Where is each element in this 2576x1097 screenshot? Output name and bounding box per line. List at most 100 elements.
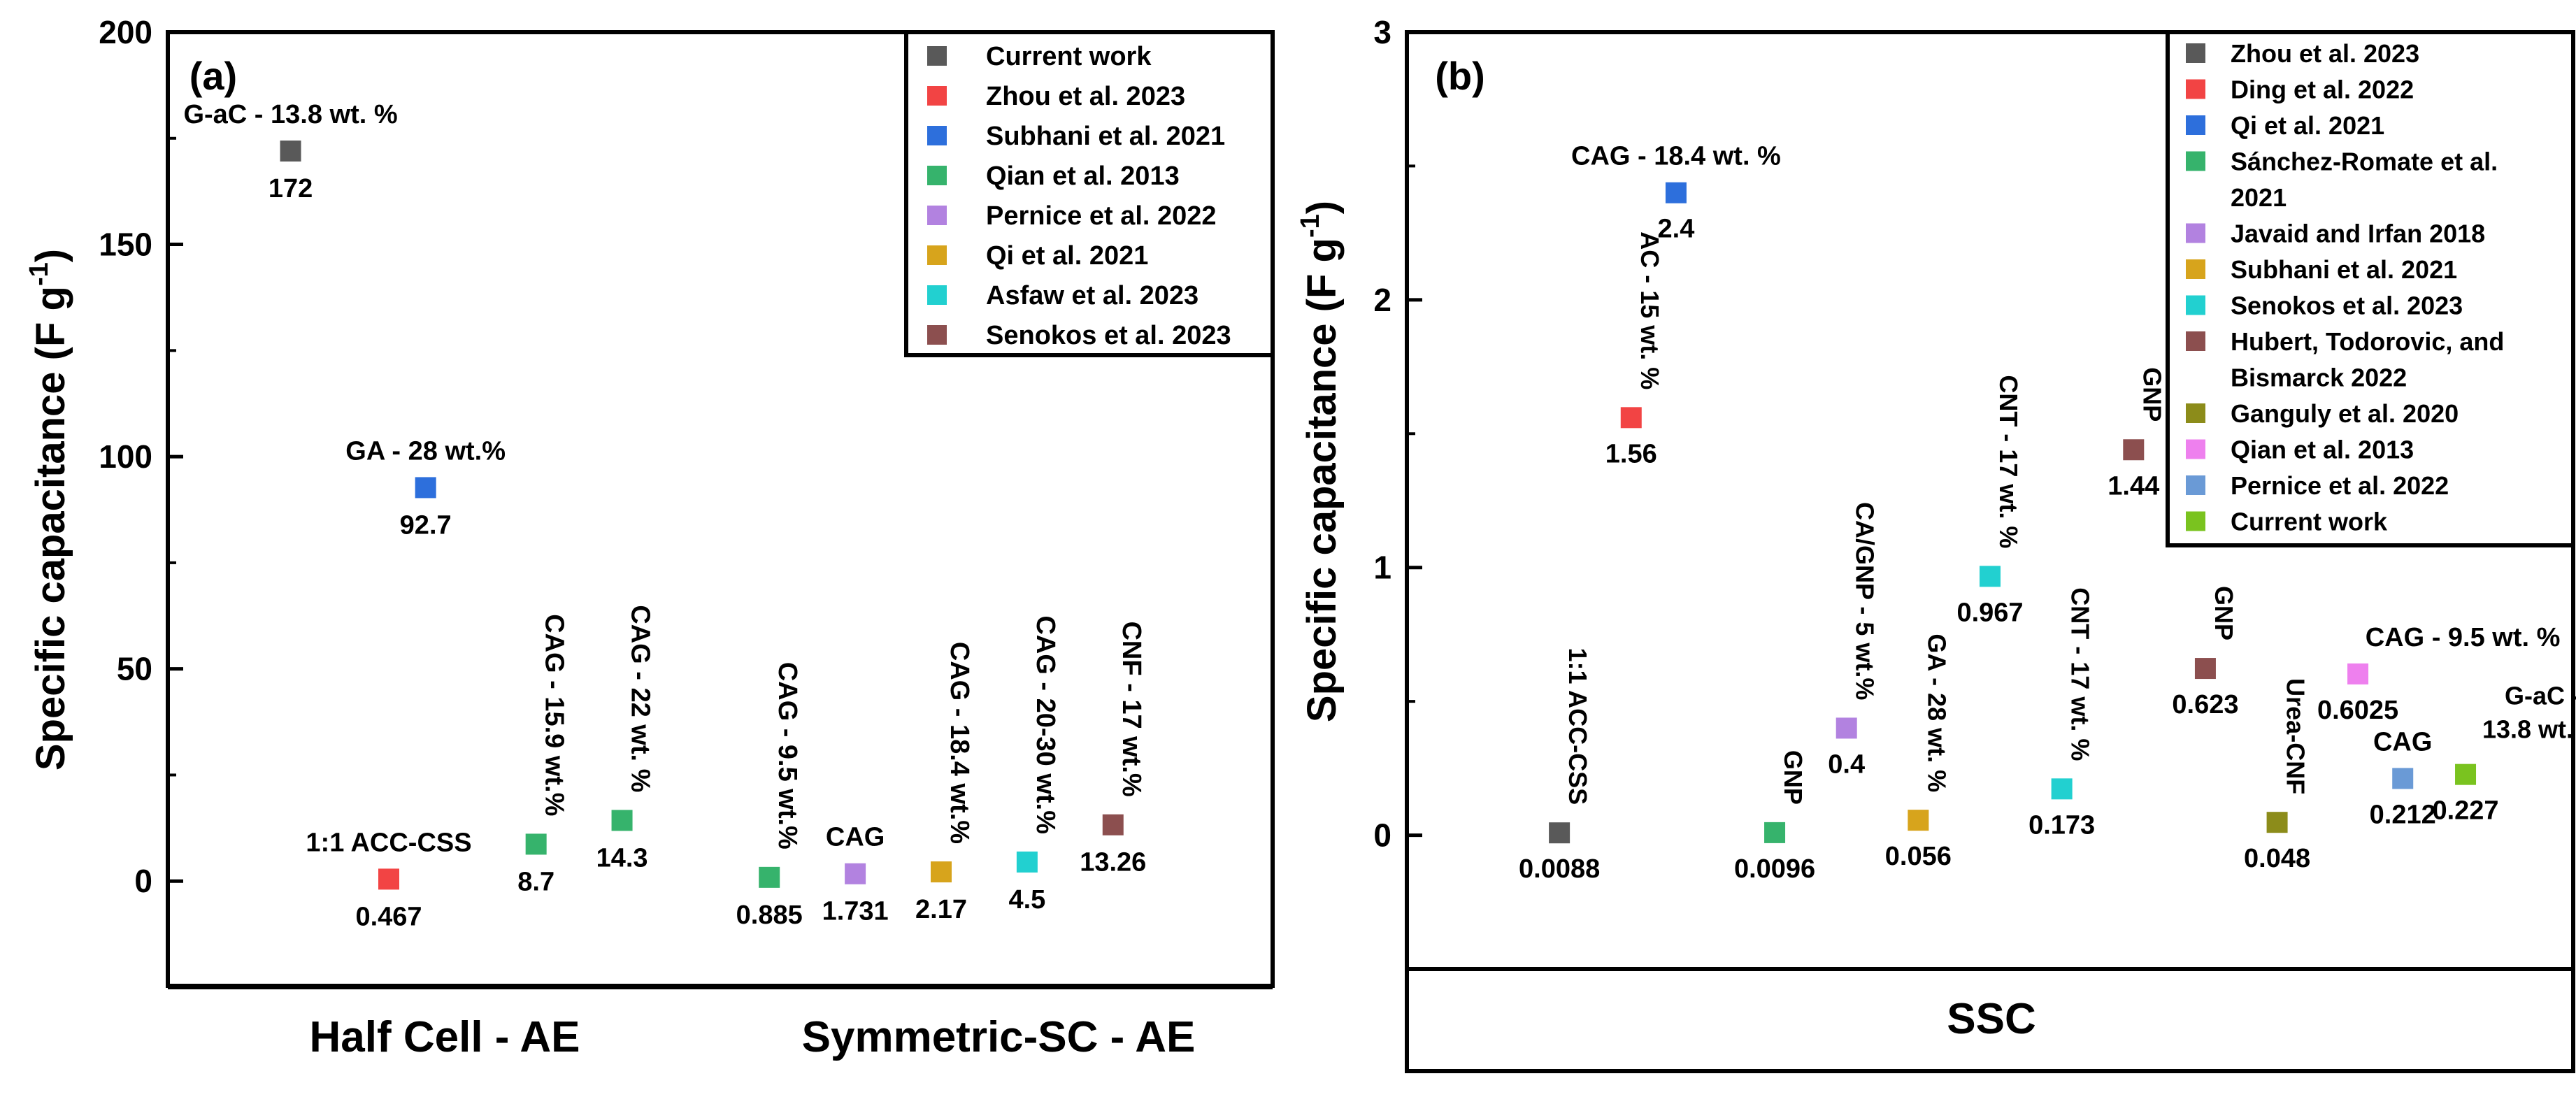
- panel-a-legend-box: [904, 30, 1275, 357]
- panel-b-material-label: Urea-CNF: [2282, 678, 2310, 794]
- panel-a-legend-entry: Asfaw et al. 2023: [986, 281, 1198, 310]
- panel-b-value-label: 0.0096: [1734, 854, 1815, 884]
- panel-b-data-point: [2194, 658, 2216, 680]
- panel-b-y-tick-label: 1: [1373, 550, 1391, 586]
- panel-b-frame: [1405, 30, 2575, 1073]
- panel-a-category-symmetric: Symmetric-SC - AE: [802, 1013, 1196, 1061]
- panel-b-legend-entry: Hubert, Todorovic, and Bismarck 2022: [2231, 327, 2504, 392]
- panel-b-data-point: [1620, 407, 1642, 429]
- panel-a-data-point: [845, 863, 866, 884]
- panel-b-data-point: [2123, 439, 2145, 461]
- panel-b-material-label: GA - 28 wt. %: [1922, 633, 1951, 792]
- panel-a-legend-swatch: [927, 206, 947, 225]
- panel-a-value-label: 13.26: [1080, 848, 1146, 877]
- panel-a-legend-entry: Qi et al. 2021: [986, 241, 1148, 271]
- panel-b-category-ssc: SSC: [1947, 995, 2035, 1043]
- panel-a-material-label: 1:1 ACC-CSS: [306, 828, 471, 857]
- panel-a-material-label: G-aC - 13.8 wt. %: [183, 100, 397, 129]
- panel-b-material-label: GNP: [1779, 750, 1808, 805]
- panel-b-value-label: 1.44: [2108, 471, 2159, 501]
- panel-b-value-label: 0.4: [1828, 750, 1865, 779]
- panel-a-y-axis-title: Specific capacitance (F g-1): [24, 249, 73, 770]
- panel-a-data-point: [759, 866, 780, 888]
- panel-b-legend-entry: Current work: [2231, 508, 2388, 536]
- panel-a-value-label: 14.3: [596, 843, 648, 873]
- panel-a-legend-swatch: [927, 285, 947, 305]
- panel-a-legend-swatch: [927, 86, 947, 106]
- panel-a-y-tick-label: 100: [99, 438, 152, 475]
- panel-a-legend-swatch: [927, 166, 947, 185]
- panel-b-data-point: [1549, 822, 1570, 844]
- panel-b-data-point: [2455, 763, 2477, 785]
- panel-a-legend-entry: Current work: [986, 42, 1152, 71]
- panel-b-material-label: CA/GNP - 5 wt.%: [1851, 502, 1880, 700]
- panel-a-value-label: 172: [269, 174, 313, 203]
- panel-b-legend-swatch: [2186, 295, 2205, 315]
- panel-b-data-point: [1908, 810, 1929, 831]
- panel-a-value-label: 8.7: [517, 867, 554, 896]
- panel-b-value-label: 0.227: [2432, 796, 2498, 826]
- panel-b-chart: 0 1 2 3 Specific capacitance (F g-1) (b) SSC Zh…: [1296, 14, 2576, 1073]
- panel-a-material-label: CAG - 18.4 wt.%: [945, 642, 974, 844]
- panel-b-data-point: [2347, 663, 2369, 684]
- panel-b-material-label: CNT - 17 wt. %: [1994, 375, 2023, 548]
- panel-b-legend-entry: Senokos et al. 2023: [2231, 292, 2463, 320]
- panel-b-legend-swatch: [2186, 475, 2205, 495]
- panel-b-legend-swatch: [2186, 79, 2205, 99]
- panel-b-y-tick-label: 0: [1373, 817, 1391, 854]
- panel-a-legend-swatch: [927, 46, 947, 66]
- panel-b-value-label: 0.6025: [2317, 696, 2398, 725]
- panel-b-material-label: G-aC -13.8 wt. %: [2482, 682, 2576, 744]
- panel-a-legend-swatch: [927, 245, 947, 265]
- panel-a-legend-entry: Pernice et al. 2022: [986, 201, 1217, 231]
- panel-a-category-half-cell: Half Cell - AE: [310, 1013, 580, 1061]
- panel-a-material-label: CNF - 17 wt.%: [1117, 621, 1146, 796]
- panel-b-legend-swatch: [2186, 223, 2205, 243]
- panel-a-y-tick-label: 50: [117, 651, 152, 687]
- panel-a-chart: 0 50 100 150 200 Specific capacitance (F g-1)…: [24, 14, 1275, 1061]
- panel-a-material-label: CAG - 9.5 wt.%: [773, 662, 802, 849]
- panel-b-data-point: [2051, 778, 2073, 800]
- panel-b-value-label: 0.173: [2028, 810, 2095, 840]
- panel-b-value-label: 1.56: [1605, 439, 1657, 468]
- panel-b-material-label: CAG - 9.5 wt. %: [2366, 623, 2561, 652]
- panel-b-label: (b): [1435, 54, 1485, 98]
- panel-b-value-label: 0.056: [1885, 842, 1952, 871]
- panel-a-data-point: [611, 810, 633, 831]
- panel-a-material-label: GA - 28 wt.%: [345, 436, 506, 466]
- panel-a-data-point: [931, 861, 952, 883]
- panel-b-legend-entry: Pernice et al. 2022: [2231, 471, 2449, 500]
- panel-a-data-point: [415, 477, 436, 499]
- panel-b-data-point: [1665, 182, 1687, 203]
- panel-a-data-point: [525, 833, 547, 855]
- panel-b-y-tick-label: 3: [1373, 14, 1391, 50]
- panel-b-value-label: 0.212: [2370, 800, 2436, 829]
- panel-a-y-tick-label: 150: [99, 227, 152, 263]
- panel-a-value-label: 1.731: [822, 897, 889, 926]
- panel-b-material-label: AC - 15 wt. %: [1636, 231, 1664, 389]
- panel-a-y-tick-label: 0: [134, 863, 152, 899]
- panel-b-value-label: 2.4: [1658, 215, 1695, 244]
- panel-a-data-point: [1016, 851, 1038, 873]
- panel-b-legend-entry: Qi et al. 2021: [2231, 111, 2384, 140]
- panel-b-legend-entry: Ding et al. 2022: [2231, 76, 2414, 104]
- panel-b-legend-swatch: [2186, 511, 2205, 531]
- panel-a-legend-swatch: [927, 325, 947, 345]
- panel-a-value-label: 2.17: [915, 895, 967, 924]
- panel-b-value-label: 0.048: [2244, 844, 2310, 873]
- panel-b-value-label: 0.623: [2172, 690, 2238, 719]
- panel-b-legend-entry: Javaid and Irfan 2018: [2231, 220, 2485, 248]
- panel-a-material-label: CAG - 15.9 wt.%: [540, 614, 569, 816]
- panel-b-legend-swatch: [2186, 403, 2205, 423]
- panel-a-value-label: 0.467: [355, 902, 422, 931]
- panel-b-y-axis-title: Specific capacitance (F g-1): [1296, 201, 1345, 722]
- panel-b-legend-entry: Subhani et al. 2021: [2231, 255, 2457, 284]
- panel-b-y-tick-label: 2: [1373, 282, 1391, 318]
- panel-b-material-label: CAG: [2373, 727, 2432, 757]
- panel-a-value-label: 92.7: [400, 510, 452, 540]
- panel-a-data-point: [280, 140, 301, 162]
- panel-a-legend-swatch: [927, 126, 947, 145]
- panel-a-legend-entry: Qian et al. 2013: [986, 162, 1180, 191]
- panel-b-data-point: [1764, 822, 1786, 843]
